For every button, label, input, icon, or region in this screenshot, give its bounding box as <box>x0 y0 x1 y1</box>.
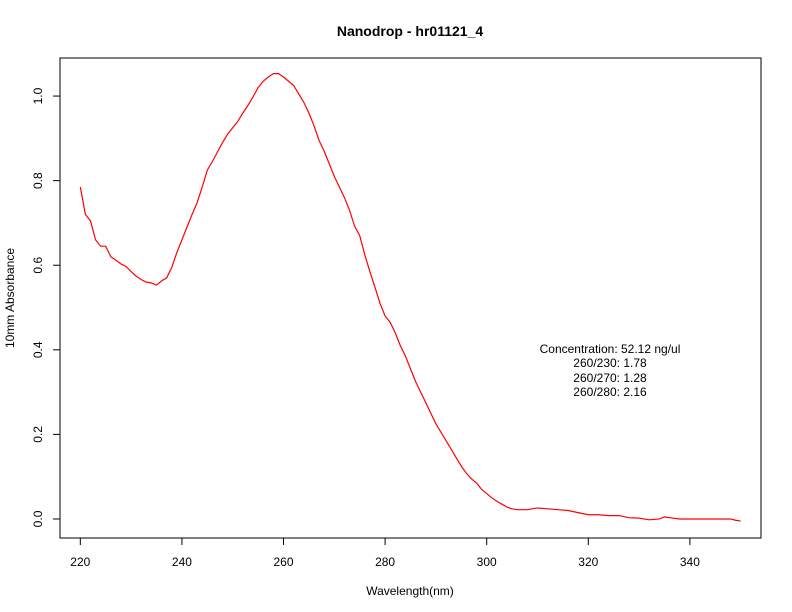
x-tick-label: 260 <box>273 555 293 569</box>
x-axis-label: Wavelength(nm) <box>366 584 454 598</box>
y-tick-label: 0.0 <box>31 510 45 527</box>
y-tick-label: 0.4 <box>31 341 45 358</box>
annotation-ratio-260-270: 260/270: 1.28 <box>573 371 647 385</box>
y-tick-label: 0.6 <box>31 257 45 274</box>
annotation-block: Concentration: 52.12 ng/ul 260/230: 1.78… <box>540 342 681 399</box>
y-axis-label: 10mm Absorbance <box>3 248 17 348</box>
x-tick-label: 280 <box>375 555 395 569</box>
x-tick-label: 240 <box>172 555 192 569</box>
absorbance-series-line <box>79 73 741 522</box>
x-tick-label: 220 <box>70 555 90 569</box>
x-tick-label: 300 <box>477 555 497 569</box>
annotation-ratio-260-280: 260/280: 2.16 <box>573 385 647 399</box>
x-tick-label: 320 <box>578 555 598 569</box>
y-tick-label: 0.8 <box>31 172 45 189</box>
y-tick-label: 0.2 <box>31 426 45 443</box>
x-tick-label: 340 <box>680 555 700 569</box>
x-axis: 220 240 260 280 300 320 340 <box>70 537 700 569</box>
y-axis: 0.0 0.2 0.4 0.6 0.8 1.0 <box>31 87 61 527</box>
annotation-ratio-260-230: 260/230: 1.78 <box>573 356 647 370</box>
chart-title: Nanodrop - hr01121_4 <box>337 23 483 39</box>
annotation-concentration: Concentration: 52.12 ng/ul <box>540 342 681 356</box>
y-tick-label: 1.0 <box>31 87 45 104</box>
